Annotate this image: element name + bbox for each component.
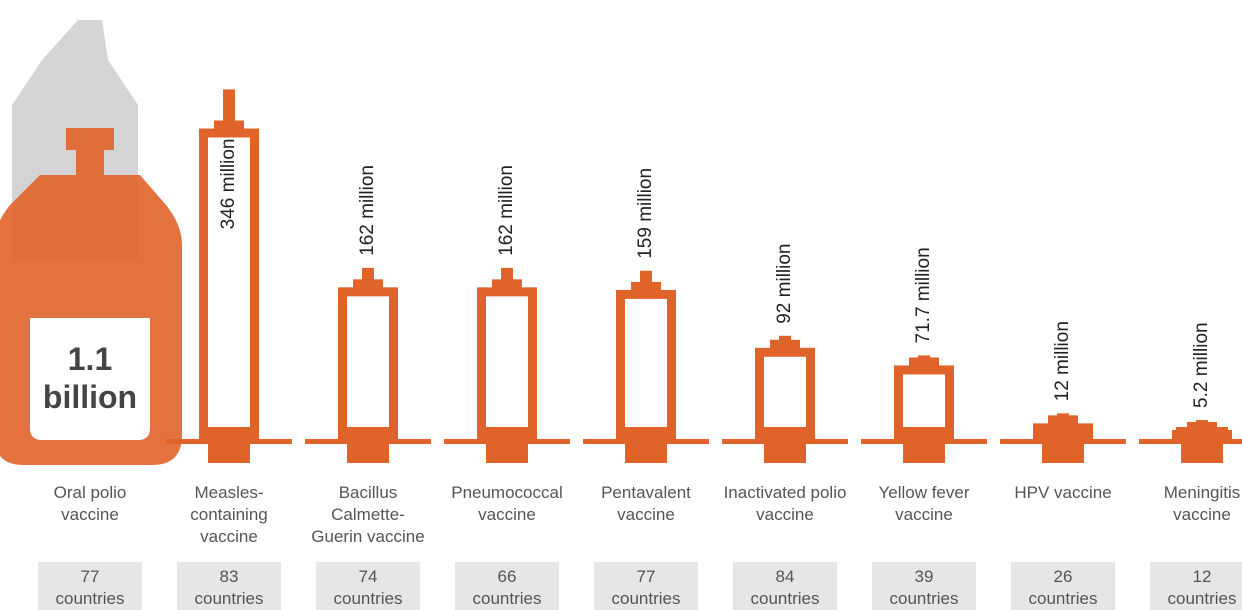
syringe-barrel bbox=[760, 352, 811, 439]
country-unit: countries bbox=[316, 588, 420, 610]
value-label: 92 million bbox=[774, 243, 795, 323]
value-label: 71.7 million bbox=[913, 247, 934, 343]
syringe-plunger bbox=[1037, 427, 1089, 441]
category-label: Oral polio vaccine bbox=[28, 482, 152, 526]
country-count: 83 bbox=[177, 566, 281, 588]
syringe-barrel bbox=[482, 292, 533, 439]
category-label: HPV vaccine bbox=[1001, 482, 1125, 504]
value-label: 346 million bbox=[218, 138, 239, 229]
country-count: 39 bbox=[872, 566, 976, 588]
value-label: 162 million bbox=[496, 165, 517, 256]
country-unit: countries bbox=[733, 588, 837, 610]
syringe-plunger bbox=[481, 427, 533, 441]
value-label: 5.2 million bbox=[1191, 322, 1212, 408]
country-unit: countries bbox=[1011, 588, 1115, 610]
syringe-plunger bbox=[342, 427, 394, 441]
syringe-grip bbox=[903, 443, 945, 463]
country-unit: countries bbox=[1150, 588, 1242, 610]
category-label: Pentavalent vaccine bbox=[584, 482, 708, 526]
syringe-barrel bbox=[343, 292, 394, 439]
syringe-grip bbox=[208, 443, 250, 463]
country-unit: countries bbox=[38, 588, 142, 610]
value-label: 162 million bbox=[357, 165, 378, 256]
syringe-barrel bbox=[621, 294, 672, 439]
country-unit: countries bbox=[177, 588, 281, 610]
syringe-plunger bbox=[759, 427, 811, 441]
syringe-grip bbox=[1042, 443, 1084, 463]
syringe-plunger bbox=[898, 427, 950, 441]
country-count: 77 bbox=[38, 566, 142, 588]
category-label: Meningitis vaccine bbox=[1140, 482, 1242, 526]
value-label: 1.1 billion bbox=[35, 340, 145, 416]
value-label: 159 million bbox=[635, 168, 656, 259]
syringe-plunger bbox=[620, 427, 672, 441]
category-label: Measles-containing vaccine bbox=[167, 482, 291, 548]
syringe-grip bbox=[486, 443, 528, 463]
country-count: 77 bbox=[594, 566, 698, 588]
syringe-grip bbox=[347, 443, 389, 463]
syringe-plunger bbox=[203, 427, 255, 441]
category-label: Bacillus Calmette-Guerin vaccine bbox=[306, 482, 430, 548]
syringe-grip bbox=[625, 443, 667, 463]
country-unit: countries bbox=[872, 588, 976, 610]
category-label: Yellow fever vaccine bbox=[862, 482, 986, 526]
country-count: 12 bbox=[1150, 566, 1242, 588]
country-count: 66 bbox=[455, 566, 559, 588]
infographic: 346 million 162 million 162 million 159 mil… bbox=[0, 0, 1242, 610]
country-count: 26 bbox=[1011, 566, 1115, 588]
syringe-grip bbox=[764, 443, 806, 463]
category-label: Pneumococcal vaccine bbox=[445, 482, 569, 526]
category-label: Inactivated polio vaccine bbox=[723, 482, 847, 526]
value-label: 12 million bbox=[1052, 321, 1073, 401]
country-count: 74 bbox=[316, 566, 420, 588]
country-unit: countries bbox=[594, 588, 698, 610]
syringe-plunger bbox=[1176, 427, 1228, 441]
country-count: 84 bbox=[733, 566, 837, 588]
country-unit: countries bbox=[455, 588, 559, 610]
syringe-grip bbox=[1181, 443, 1223, 463]
